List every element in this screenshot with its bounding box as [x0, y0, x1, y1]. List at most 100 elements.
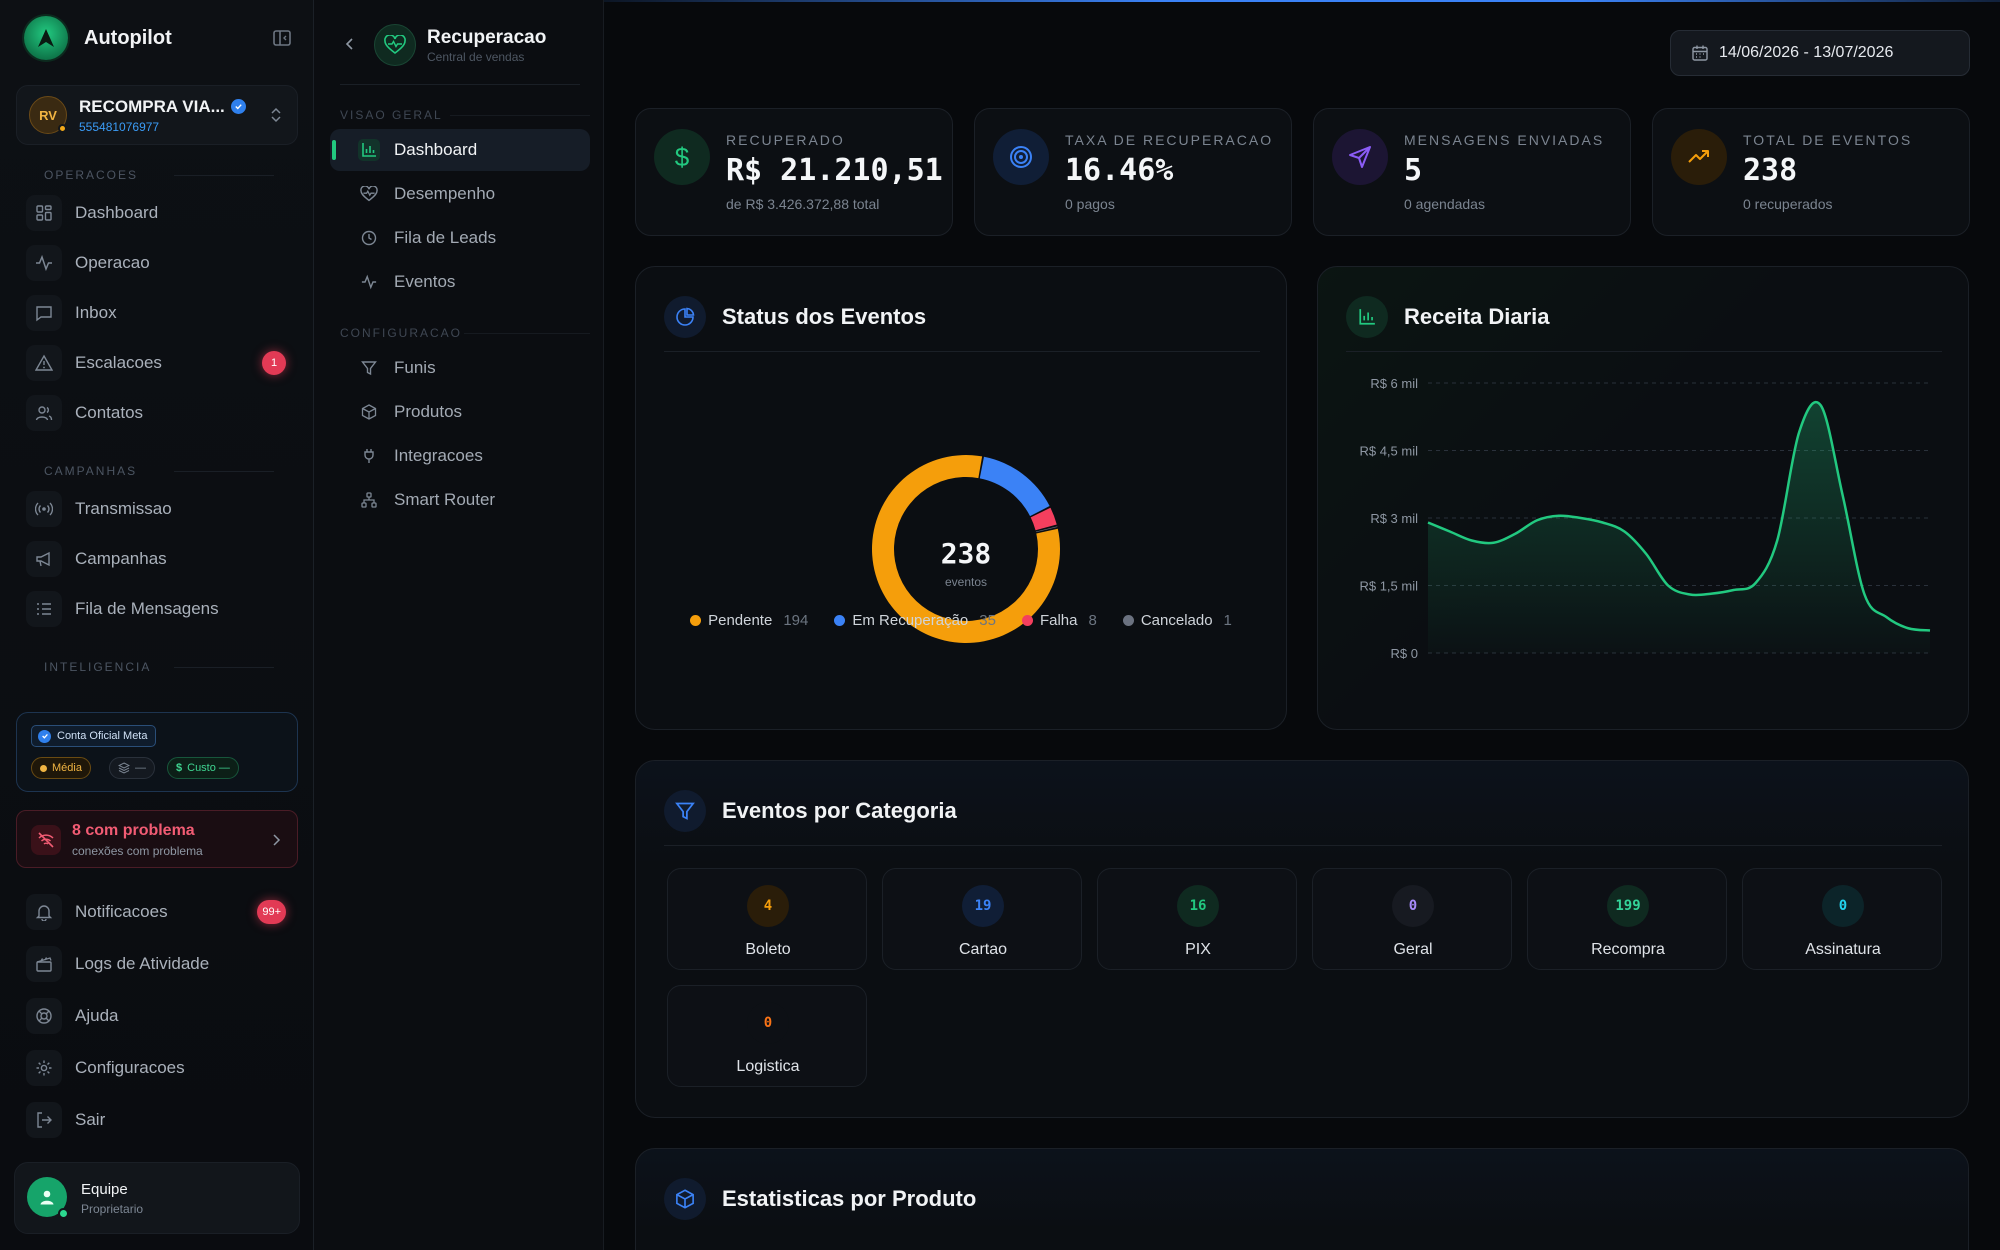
- stat-sub: 0 recuperados: [1743, 196, 1833, 212]
- subnav-item-smart-router[interactable]: Smart Router: [330, 479, 590, 521]
- panel-title: Estatisticas por Produto: [722, 1186, 977, 1211]
- trending-up-icon: [1671, 129, 1727, 185]
- sidebar-item-label: Ajuda: [75, 1006, 119, 1025]
- stat-label: TOTAL DE EVENTOS: [1743, 132, 1913, 148]
- category-card-cartao[interactable]: 19 Cartao: [882, 868, 1082, 970]
- subnav-item-desempenho[interactable]: Desempenho: [330, 173, 590, 215]
- legend-swatch: [1021, 615, 1033, 626]
- sidebar-item-contatos[interactable]: Contatos: [26, 393, 298, 433]
- funnel-icon: [358, 357, 380, 379]
- sidebar-item-operacao[interactable]: Operacao: [26, 243, 298, 283]
- brand[interactable]: Autopilot: [24, 16, 294, 60]
- stat-sub: 0 agendadas: [1404, 196, 1485, 212]
- dashboard-icon: [26, 195, 62, 231]
- official-meta-label: Conta Oficial Meta: [57, 730, 148, 742]
- bar-chart-icon: [1346, 296, 1388, 338]
- product-stats-panel: Estatisticas por Produto: [635, 1148, 1969, 1250]
- users-icon: [26, 395, 62, 431]
- sidebar-item-label: Sair: [75, 1110, 106, 1129]
- category-card-recompra[interactable]: 199 Recompra: [1527, 868, 1727, 970]
- official-meta-badge: Conta Oficial Meta: [31, 725, 157, 747]
- donut-slice-falha[interactable]: [1030, 507, 1057, 531]
- online-dot: [58, 1208, 69, 1219]
- connection-problem-card[interactable]: 8 com problema conexões com problema: [16, 810, 298, 868]
- sidebar-item-notificacoes[interactable]: Notificacoes 99+: [26, 892, 298, 932]
- meta-account-card[interactable]: Conta Oficial Meta Média — $ Custo —: [16, 712, 298, 792]
- problem-title: 8 com problema: [72, 822, 195, 839]
- subnav-item-eventos[interactable]: Eventos: [330, 261, 590, 303]
- cost-chip: $ Custo —: [167, 757, 239, 779]
- autopilot-logo-icon: [24, 16, 68, 60]
- lifebuoy-icon: [26, 998, 62, 1034]
- dollar-icon: $: [654, 129, 710, 185]
- category-count: 19: [962, 885, 1004, 927]
- subnav-item-label: Integracoes: [394, 446, 483, 465]
- sidebar-item-label: Notificacoes: [75, 902, 168, 921]
- category-count: 0: [747, 1002, 789, 1044]
- status-donut-chart: 238 eventos: [872, 455, 1060, 643]
- account-switcher[interactable]: RV RECOMPRA VIA... 555481076977: [16, 85, 298, 145]
- stat-label: RECUPERADO: [726, 132, 845, 148]
- sidebar-item-escalacoes[interactable]: Escalacoes 1: [26, 343, 298, 383]
- subnav-item-integracoes[interactable]: Integracoes: [330, 435, 590, 477]
- subnav-item-fila-de-leads[interactable]: Fila de Leads: [330, 217, 590, 259]
- panel-title: Receita Diaria: [1404, 304, 1550, 329]
- stat-card-total-eventos: TOTAL DE EVENTOS 238 0 recuperados: [1652, 108, 1970, 236]
- sidebar-item-configuracoes[interactable]: Configuracoes: [26, 1048, 298, 1088]
- category-card-geral[interactable]: 0 Geral: [1312, 868, 1512, 970]
- donut-slice-em-recupera-o[interactable]: [979, 456, 1050, 517]
- sidebar-item-ajuda[interactable]: Ajuda: [26, 996, 298, 1036]
- megaphone-icon: [26, 541, 62, 577]
- sidebar-item-sair[interactable]: Sair: [26, 1100, 298, 1140]
- category-card-pix[interactable]: 16 PIX: [1097, 868, 1297, 970]
- sidebar-item-logs-de-atividade[interactable]: Logs de Atividade: [26, 944, 298, 984]
- sidebar-item-label: Escalacoes: [75, 353, 162, 372]
- back-chevron-icon[interactable]: [344, 36, 356, 57]
- donut-slice-cancelado[interactable]: [1035, 526, 1058, 533]
- sidebar-item-campanhas[interactable]: Campanhas: [26, 539, 298, 579]
- stat-card-mensagens: MENSAGENS ENVIADAS 5 0 agendadas: [1313, 108, 1631, 236]
- user-card[interactable]: Equipe Proprietario: [14, 1162, 300, 1234]
- y-tick-label: R$ 4,5 mil: [1359, 444, 1418, 459]
- sidebar-item-label: Dashboard: [75, 203, 159, 222]
- legend-count: 35: [979, 612, 996, 629]
- subnav-item-label: Funis: [394, 358, 436, 377]
- subnav-item-produtos[interactable]: Produtos: [330, 391, 590, 433]
- sidebar-item-transmissao[interactable]: Transmissao: [26, 489, 298, 529]
- revenue-line: [1427, 400, 1931, 632]
- status-legend: Pendente 194 Em Recuperação 35 Falha 8 Canc…: [636, 612, 1286, 629]
- stat-label: TAXA DE RECUPERACAO: [1065, 132, 1274, 148]
- status-events-panel: Status dos Eventos 238 eventos Pendente 1…: [635, 266, 1287, 730]
- legend-swatch: [690, 615, 702, 626]
- subnav-item-label: Dashboard: [394, 140, 478, 159]
- tier-chip: —: [109, 757, 155, 779]
- sidebar-item-dashboard[interactable]: Dashboard: [26, 193, 298, 233]
- tier-label: —: [135, 762, 146, 774]
- recovery-subnav: Recuperacao Central de vendas VISAO GERA…: [314, 0, 604, 1250]
- plug-icon: [358, 445, 380, 467]
- subnav-item-dashboard[interactable]: Dashboard: [330, 129, 590, 171]
- sidebar-item-fila-de-mensagens[interactable]: Fila de Mensagens: [26, 589, 298, 629]
- category-card-logistica[interactable]: 0 Logistica: [667, 985, 867, 1087]
- stat-value: 16.46%: [1065, 153, 1174, 188]
- category-card-assinatura[interactable]: 0 Assinatura: [1742, 868, 1942, 970]
- problem-subtitle: conexões com problema: [72, 844, 203, 858]
- subnav-title: Recuperacao: [427, 27, 547, 48]
- category-count: 0: [1392, 885, 1434, 927]
- bell-icon: [26, 894, 62, 930]
- stat-card-recuperado: $ RECUPERADO R$ 21.210,51 de R$ 3.426.37…: [635, 108, 953, 236]
- message-icon: [26, 295, 62, 331]
- sidebar-item-inbox[interactable]: Inbox: [26, 293, 298, 333]
- category-card-boleto[interactable]: 4 Boleto: [667, 868, 867, 970]
- account-phone: 555481076977: [79, 119, 160, 134]
- date-range-picker[interactable]: 14/06/2026 - 13/07/2026: [1670, 30, 1970, 76]
- subnav-item-funis[interactable]: Funis: [330, 347, 590, 389]
- donut-center-label: eventos: [945, 575, 987, 589]
- y-tick-label: R$ 0: [1391, 646, 1418, 661]
- collapse-sidebar-icon[interactable]: [272, 28, 294, 50]
- chevron-right-icon: [271, 833, 281, 852]
- account-avatar: RV: [29, 96, 67, 134]
- broadcast-icon: [26, 491, 62, 527]
- clock-icon: [358, 227, 380, 249]
- panel-title: Status dos Eventos: [722, 304, 927, 329]
